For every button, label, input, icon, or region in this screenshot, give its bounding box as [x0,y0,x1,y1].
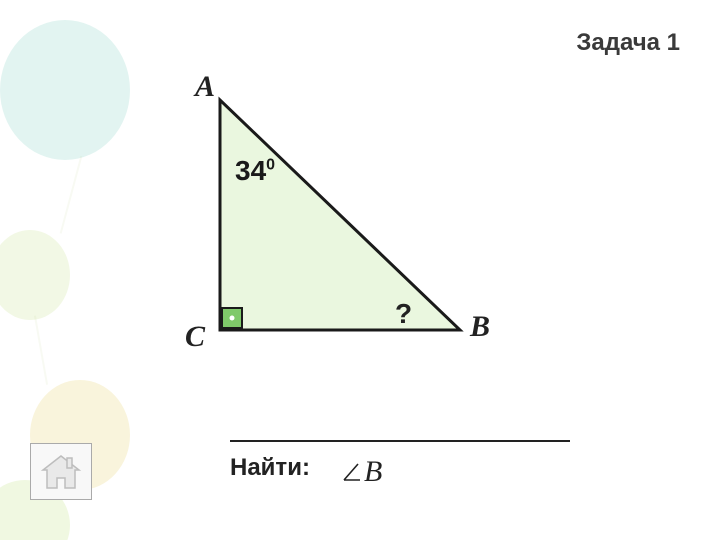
angle-B-target: B [340,455,382,489]
balloon-string [34,315,50,385]
balloon-string [60,156,85,234]
triangle-diagram: А С В 340 ? [180,80,520,380]
angle-B-question: ? [395,298,412,330]
angle-symbol-icon [340,460,362,484]
home-button[interactable] [30,443,92,500]
home-icon [39,452,83,492]
balloon-deco [0,20,130,160]
right-angle-dot [230,316,235,321]
vertex-label-A: А [195,70,215,104]
angle-target-letter: B [364,455,382,489]
find-row: Найти: B [230,455,382,489]
angle-A-label: 340 [235,155,275,187]
angle-A-degree: 0 [266,157,275,174]
angle-A-value: 34 [235,155,266,186]
task-number-label: Задача 1 [576,30,680,56]
find-label: Найти: [230,455,310,480]
balloon-deco [0,230,70,320]
vertex-label-B: В [470,310,490,344]
triangle-shape [220,100,460,330]
separator-line [230,440,570,442]
triangle-svg [180,80,520,380]
vertex-label-C: С [185,320,205,354]
